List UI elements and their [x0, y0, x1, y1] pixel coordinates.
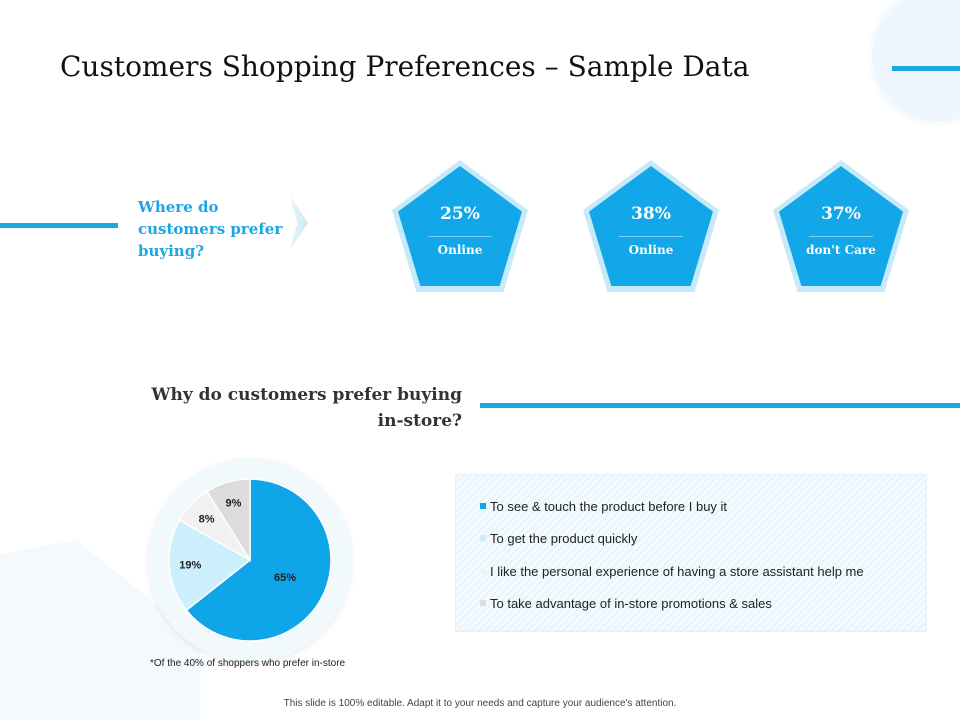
stat-value: 38% — [631, 204, 671, 224]
pie-slice-see-touch — [185, 478, 332, 642]
pentagon-fill — [779, 166, 903, 286]
stat-label: don't Care — [806, 243, 876, 257]
legend-label: To see & touch the product before I buy … — [490, 498, 728, 514]
legend-label: I like the personal experience of having… — [490, 563, 864, 579]
stat-label: Online — [437, 243, 483, 257]
legend-label: To take advantage of in-store promotions… — [490, 595, 772, 611]
stat-pentagon-2: 38% Online — [583, 160, 719, 292]
accent-line-right — [480, 403, 960, 408]
question-why-instore: Why do customers prefer buying in-store? — [151, 385, 462, 431]
decorative-line-top — [892, 66, 960, 71]
legend-swatch — [480, 535, 486, 541]
stat-divider — [619, 236, 683, 237]
footer-text: This slide is 100% editable. Adapt it to… — [283, 698, 677, 709]
decorative-circle — [868, 0, 960, 126]
question-where-buying: Where do customers prefer buying? — [138, 198, 283, 260]
slide-title: Customers Shopping Preferences – Sample … — [60, 50, 750, 83]
stat-value: 25% — [440, 204, 480, 224]
legend-swatch — [480, 600, 486, 606]
legend-item: To take advantage of in-store promotions… — [480, 594, 772, 612]
pie-chart: 65% 19% 8% 9% — [168, 478, 332, 642]
footnote: *Of the 40% of shoppers who prefer in-st… — [150, 658, 346, 669]
legend-item: I like the personal experience of having… — [480, 562, 864, 580]
stat-divider — [428, 236, 492, 237]
pie-data-label: 19% — [179, 560, 201, 572]
pentagon-fill — [398, 166, 522, 286]
legend-item: To get the product quickly — [480, 529, 637, 547]
pie-slice-get-quickly — [168, 519, 252, 612]
chevron-right-icon — [290, 196, 308, 250]
legend-swatch — [480, 503, 486, 509]
accent-line-left — [0, 223, 118, 228]
pie-data-label: 8% — [199, 514, 215, 526]
pentagon-fill — [589, 166, 713, 286]
stat-value: 37% — [821, 204, 861, 224]
pie-slice-promotions — [205, 478, 251, 563]
stat-pentagon-3: 37% don't Care — [773, 160, 909, 292]
legend-label: To get the product quickly — [490, 530, 638, 546]
legend-item: To see & touch the product before I buy … — [480, 497, 727, 515]
pie-chart-legend: To see & touch the product before I buy … — [455, 474, 927, 632]
pie-data-label: 65% — [274, 572, 296, 584]
pie-data-label: 9% — [225, 497, 241, 509]
stat-divider — [809, 236, 873, 237]
stat-label: Online — [628, 243, 674, 257]
stat-pentagon-1: 25% Online — [392, 160, 528, 292]
legend-swatch — [480, 568, 486, 574]
